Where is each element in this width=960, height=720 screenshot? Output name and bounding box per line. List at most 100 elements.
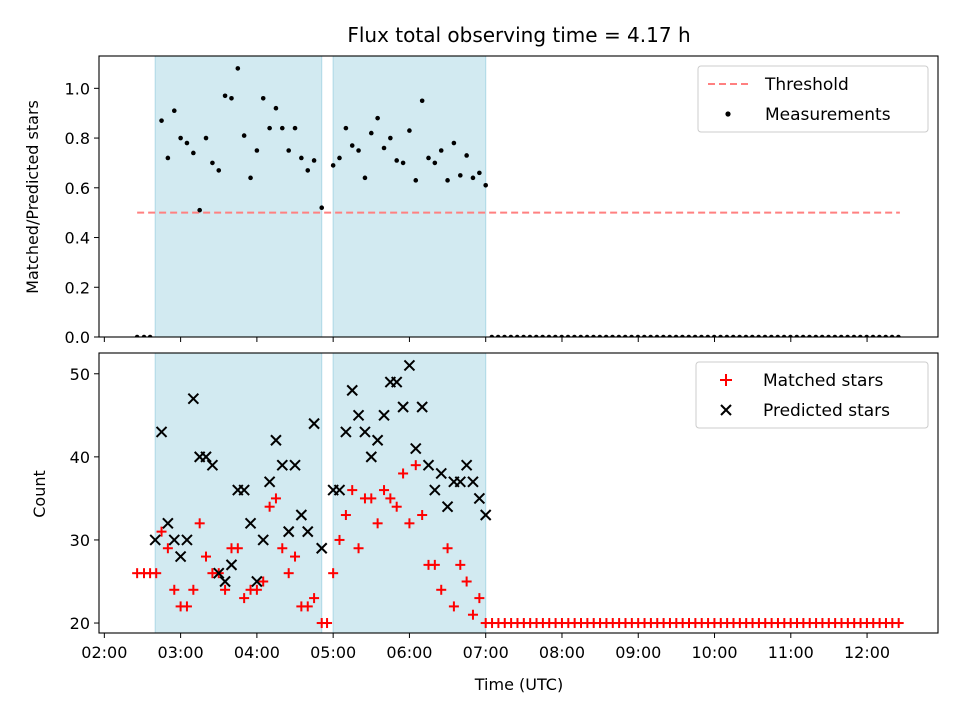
measurement-point bbox=[458, 173, 463, 178]
measurement-point bbox=[241, 133, 247, 138]
predicted-star-point bbox=[352, 409, 365, 422]
measurement-point bbox=[807, 334, 812, 337]
top-y-tick-label: 0.0 bbox=[65, 328, 90, 347]
predicted-star-point bbox=[149, 534, 161, 546]
bottom-y-tick-label: 40 bbox=[70, 448, 90, 467]
measurement-point bbox=[641, 334, 647, 337]
bottom-y-tick-label: 20 bbox=[70, 614, 90, 633]
legend-matched-marker bbox=[720, 374, 732, 386]
measurement-point bbox=[419, 98, 425, 104]
top-y-axis-label: Matched/Predicted stars bbox=[23, 100, 42, 294]
predicted-star-point bbox=[238, 484, 250, 496]
measurement-point bbox=[800, 334, 806, 337]
matched-star-point bbox=[379, 485, 390, 496]
predicted-star-point bbox=[359, 426, 371, 438]
matched-star-point bbox=[461, 576, 472, 587]
matched-star-point bbox=[448, 601, 459, 612]
measurement-point bbox=[819, 334, 825, 337]
measurement-point bbox=[299, 155, 304, 161]
matched-star-point bbox=[322, 618, 333, 629]
measurement-point bbox=[673, 334, 679, 337]
measurement-point bbox=[686, 334, 692, 337]
measurement-point bbox=[502, 334, 507, 337]
predicted-star-point bbox=[390, 376, 403, 388]
predicted-star-point bbox=[467, 476, 479, 488]
matched-star-point bbox=[239, 593, 250, 604]
measurement-point bbox=[319, 205, 325, 210]
measurement-point bbox=[578, 334, 584, 337]
measurement-point bbox=[692, 334, 698, 337]
measurement-point bbox=[845, 334, 850, 337]
measurement-point bbox=[858, 334, 863, 337]
predicted-star-point bbox=[308, 417, 320, 430]
predicted-star-point bbox=[371, 434, 384, 446]
top-y-tick-label: 1.0 bbox=[65, 79, 90, 98]
matched-star-point bbox=[442, 543, 453, 554]
measurement-point bbox=[400, 160, 406, 166]
measurement-point bbox=[305, 168, 311, 173]
bottom-y-tick-label: 30 bbox=[70, 531, 90, 550]
measurement-point bbox=[540, 334, 545, 337]
predicted-star-point bbox=[479, 509, 492, 521]
matched-star-point bbox=[372, 518, 383, 529]
measurement-point bbox=[267, 125, 272, 131]
measurement-point bbox=[375, 115, 380, 121]
measurement-point bbox=[756, 334, 761, 337]
measurement-point bbox=[597, 334, 603, 337]
predicted-star-point bbox=[251, 575, 263, 588]
predicted-star-point bbox=[282, 525, 295, 538]
legend-matched-label: Matched stars bbox=[763, 371, 883, 391]
measurement-point bbox=[451, 140, 457, 146]
x-tick-label: 02:00 bbox=[81, 643, 127, 662]
measurement-point bbox=[197, 207, 202, 213]
measurement-point bbox=[159, 118, 164, 123]
matched-star-point bbox=[391, 501, 402, 512]
matched-star-point bbox=[251, 584, 262, 595]
measurement-point bbox=[775, 334, 781, 337]
matched-star-point bbox=[283, 568, 294, 579]
predicted-star-point bbox=[346, 384, 358, 397]
measurement-point bbox=[216, 168, 222, 173]
predicted-star-point bbox=[397, 401, 409, 413]
x-tick-label: 08:00 bbox=[539, 643, 585, 662]
measurement-point bbox=[527, 334, 533, 337]
top-panel: 0.0 0.2 0.4 0.6 0.8 1.0 Matched/Predicted sta… bbox=[23, 55, 939, 347]
measurement-point bbox=[572, 334, 577, 337]
matched-star-point bbox=[398, 468, 409, 479]
measurement-point bbox=[147, 334, 153, 337]
measurement-point bbox=[661, 334, 666, 337]
measurement-point bbox=[483, 183, 489, 188]
predicted-star-point bbox=[276, 459, 288, 471]
measurement-point bbox=[826, 334, 831, 337]
measurement-point bbox=[591, 334, 596, 337]
measurement-point bbox=[737, 334, 742, 337]
measurement-point bbox=[699, 334, 704, 337]
measurement-point bbox=[394, 158, 399, 163]
predicted-star-point bbox=[289, 459, 301, 471]
observing-interval-shade bbox=[332, 56, 487, 337]
measurement-point bbox=[889, 334, 895, 337]
predicted-star-point bbox=[155, 426, 168, 438]
legend-predicted-marker bbox=[720, 404, 732, 416]
measurement-point bbox=[337, 155, 342, 161]
measurement-point bbox=[794, 334, 800, 337]
measurement-point bbox=[565, 334, 571, 337]
predicted-star-point bbox=[206, 459, 219, 471]
predicted-star-point bbox=[225, 559, 238, 571]
x-tick-label: 03:00 bbox=[158, 643, 204, 662]
measurement-point bbox=[781, 334, 787, 337]
matched-star-point bbox=[264, 501, 275, 512]
matched-star-point bbox=[169, 584, 180, 595]
measurement-point bbox=[711, 334, 717, 337]
measurement-point bbox=[368, 130, 374, 136]
x-tick-label: 12:00 bbox=[844, 643, 890, 662]
matched-star-point bbox=[309, 593, 320, 604]
predicted-star-point bbox=[162, 517, 174, 530]
predicted-star-point bbox=[403, 359, 416, 372]
x-tick-label: 10:00 bbox=[691, 643, 737, 662]
predicted-star-point bbox=[429, 484, 441, 496]
top-y-tick-label: 0.2 bbox=[65, 278, 90, 297]
x-tick-label: 05:00 bbox=[310, 643, 356, 662]
measurement-point bbox=[356, 148, 361, 153]
measurement-point bbox=[407, 128, 412, 133]
